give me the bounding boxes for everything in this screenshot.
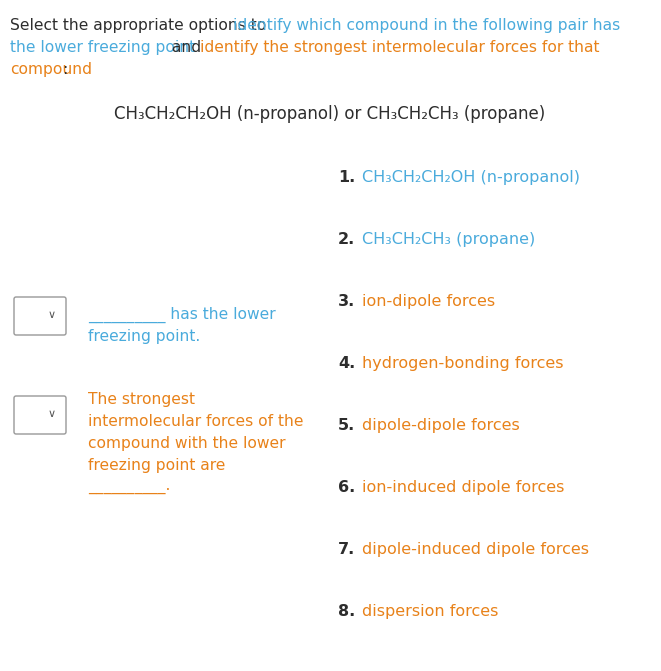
Text: 5.: 5.: [338, 418, 355, 433]
FancyBboxPatch shape: [14, 297, 66, 335]
Text: __________.: __________.: [88, 480, 171, 495]
Text: CH₃CH₂CH₂OH (​n-propanol) or CH₃CH₂CH₃ (propane): CH₃CH₂CH₂OH (​n-propanol) or CH₃CH₂CH₃ (…: [114, 105, 545, 123]
Text: dipole-dipole forces: dipole-dipole forces: [362, 418, 520, 433]
Text: 2.: 2.: [338, 232, 355, 247]
Text: compound with the lower: compound with the lower: [88, 436, 286, 451]
Text: The strongest: The strongest: [88, 392, 195, 407]
Text: dipole-induced dipole forces: dipole-induced dipole forces: [362, 542, 589, 557]
Text: 4.: 4.: [338, 356, 355, 371]
Text: :: :: [62, 62, 67, 77]
Text: Select the appropriate options to: Select the appropriate options to: [10, 18, 271, 33]
Text: 7.: 7.: [338, 542, 355, 557]
Text: hydrogen-bonding forces: hydrogen-bonding forces: [362, 356, 563, 371]
Text: identify which compound in the following pair has: identify which compound in the following…: [233, 18, 620, 33]
Text: 8.: 8.: [338, 604, 355, 619]
Text: ion-induced dipole forces: ion-induced dipole forces: [362, 480, 564, 495]
Text: freezing point are: freezing point are: [88, 458, 225, 473]
Text: CH₃CH₂CH₃ (propane): CH₃CH₂CH₃ (propane): [362, 232, 535, 247]
Text: freezing point.: freezing point.: [88, 329, 200, 344]
Text: ion-dipole forces: ion-dipole forces: [362, 294, 495, 309]
Text: identify the strongest intermolecular forces for that: identify the strongest intermolecular fo…: [200, 40, 600, 55]
Text: 6.: 6.: [338, 480, 355, 495]
Text: __________ has the lower: __________ has the lower: [88, 307, 276, 323]
Text: CH₃CH₂CH₂OH (​n-propanol): CH₃CH₂CH₂OH (​n-propanol): [362, 170, 580, 185]
Text: ∨: ∨: [48, 409, 56, 419]
Text: 3.: 3.: [338, 294, 355, 309]
Text: dispersion forces: dispersion forces: [362, 604, 498, 619]
Text: compound: compound: [10, 62, 92, 77]
Text: ∨: ∨: [48, 310, 56, 320]
Text: 1.: 1.: [338, 170, 355, 185]
Text: intermolecular forces of the: intermolecular forces of the: [88, 414, 303, 429]
Text: the lower freezing point: the lower freezing point: [10, 40, 195, 55]
Text: and: and: [167, 40, 206, 55]
FancyBboxPatch shape: [14, 396, 66, 434]
